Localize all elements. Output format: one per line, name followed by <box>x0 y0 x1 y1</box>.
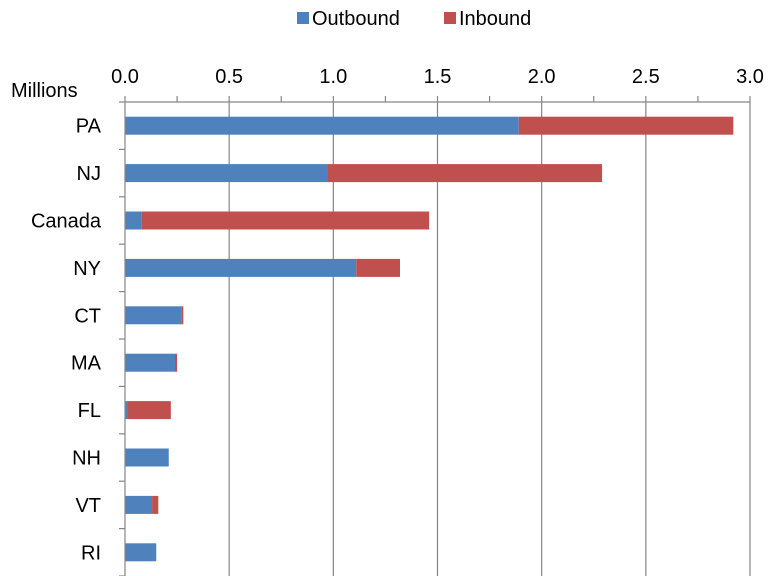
x-tick-label: 0.0 <box>111 66 139 88</box>
x-tick-label: 0.5 <box>215 66 243 88</box>
x-tick-label: 1.5 <box>424 66 452 88</box>
bar-outbound-ma <box>125 353 175 372</box>
y-tick-label: CT <box>74 305 101 327</box>
y-tick-label: MA <box>71 353 102 375</box>
bar-outbound-vt <box>125 495 153 514</box>
bar-outbound-pa <box>125 116 519 135</box>
legend-item-outbound: Outbound <box>297 8 400 30</box>
bar-outbound-nj <box>125 164 328 183</box>
bar-inbound-nj <box>327 164 603 183</box>
bar-outbound-fl <box>125 401 128 420</box>
y-tick-label: FL <box>78 400 101 422</box>
y-tick-labels: PA NJ Canada NY CT MA FL NH VT RI <box>31 116 102 565</box>
legend-label-inbound: Inbound <box>459 8 531 30</box>
bar-inbound-ny <box>356 258 400 277</box>
x-tick-label: 1.0 <box>319 66 347 88</box>
bar-outbound-ri <box>125 543 157 562</box>
bar-inbound-fl <box>127 401 171 420</box>
y-tick-label: NH <box>72 448 101 470</box>
legend: Outbound Inbound <box>297 8 531 30</box>
axes <box>119 96 751 576</box>
bar-inbound-pa <box>518 116 734 135</box>
unit-label: Millions <box>11 80 78 102</box>
bar-outbound-ny <box>125 258 357 277</box>
y-tick-label: VT <box>75 495 101 517</box>
bar-inbound-ma <box>175 353 178 372</box>
bar-outbound-ct <box>125 306 182 325</box>
y-tick-label: NY <box>73 258 101 280</box>
legend-swatch-inbound <box>444 12 456 24</box>
bars <box>125 116 734 562</box>
legend-swatch-outbound <box>297 12 309 24</box>
bar-inbound-ct <box>181 306 184 325</box>
legend-item-inbound: Inbound <box>444 8 531 30</box>
x-tick-label: 2.5 <box>632 66 660 88</box>
bar-outbound-nh <box>125 448 169 467</box>
y-tick-label: NJ <box>77 163 101 185</box>
legend-label-outbound: Outbound <box>312 8 400 30</box>
y-tick-label: RI <box>81 542 101 564</box>
x-tick-labels: 0.0 0.5 1.0 1.5 2.0 2.5 3.0 <box>111 66 764 88</box>
bar-inbound-vt <box>152 495 159 514</box>
bar-inbound-canada <box>141 211 430 230</box>
y-tick-label: PA <box>76 116 102 138</box>
x-tick-label: 2.0 <box>528 66 556 88</box>
x-tick-label: 3.0 <box>736 66 764 88</box>
bar-outbound-canada <box>125 211 142 230</box>
y-tick-label: Canada <box>31 211 102 233</box>
